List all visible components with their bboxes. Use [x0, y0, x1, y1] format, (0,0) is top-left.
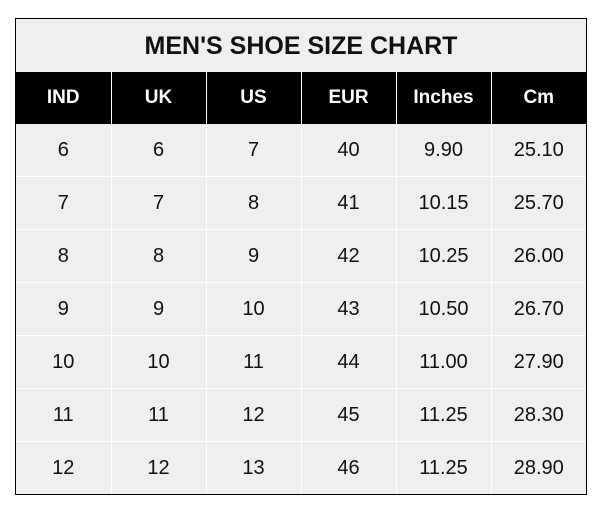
cell-cm: 25.10 — [490, 124, 586, 177]
cell-us: 10 — [205, 282, 301, 336]
cell-inches: 9.90 — [395, 124, 491, 177]
cell-ind: 10 — [16, 335, 111, 389]
cell-uk: 9 — [110, 282, 206, 336]
cell-uk: 10 — [110, 335, 206, 389]
cell-us: 11 — [205, 335, 301, 389]
cell-eur: 40 — [300, 124, 396, 177]
cell-inches: 11.00 — [395, 335, 491, 389]
cell-inches: 10.15 — [395, 176, 491, 230]
cell-eur: 41 — [300, 176, 396, 230]
column-header-cm: Cm — [490, 72, 586, 124]
cell-eur: 45 — [300, 388, 396, 442]
cell-uk: 6 — [110, 124, 206, 177]
cell-inches: 10.50 — [395, 282, 491, 336]
cell-us: 8 — [205, 176, 301, 230]
cell-cm: 27.90 — [490, 335, 586, 389]
table-row: 8 8 9 42 10.25 26.00 — [16, 229, 586, 283]
cell-eur: 43 — [300, 282, 396, 336]
cell-uk: 7 — [110, 176, 206, 230]
cell-ind: 9 — [16, 282, 111, 336]
cell-ind: 12 — [16, 441, 111, 494]
column-header-inches: Inches — [395, 72, 491, 124]
column-header-ind: IND — [16, 72, 111, 124]
table-row: 10 10 11 44 11.00 27.90 — [16, 335, 586, 389]
header-row: IND UK US EUR Inches Cm — [16, 72, 586, 124]
size-table: IND UK US EUR Inches Cm 6 6 7 40 9.90 25.10 7 7 8 41 10… — [16, 72, 586, 494]
cell-uk: 8 — [110, 229, 206, 283]
cell-ind: 6 — [57, 138, 69, 161]
column-header-uk: UK — [110, 72, 206, 124]
cell-us: 13 — [205, 441, 301, 494]
cell-ind: 8 — [16, 229, 111, 283]
cell-us: 12 — [205, 388, 301, 442]
cell-inches: 11.25 — [395, 388, 491, 442]
size-chart: MEN'S SHOE SIZE CHART IND UK US EUR Inches Cm… — [15, 18, 587, 495]
cell-us: 9 — [205, 229, 301, 283]
cell-inches: 10.25 — [395, 229, 491, 283]
table-row: 11 11 12 45 11.25 28.30 — [16, 388, 586, 442]
cell-ind: 11 — [16, 388, 111, 442]
cell-uk: 12 — [110, 441, 206, 494]
column-header-us: US — [205, 72, 301, 124]
cell-uk: 11 — [110, 388, 206, 442]
chart-title: MEN'S SHOE SIZE CHART — [16, 19, 586, 72]
column-header-eur: EUR — [300, 72, 396, 124]
cell-cm: 28.30 — [490, 388, 586, 442]
cell-eur: 44 — [300, 335, 396, 389]
cell-inches: 11.25 — [395, 441, 491, 494]
cell-cm: 25.70 — [490, 176, 586, 230]
table-row: 12 12 13 46 11.25 28.90 — [16, 441, 586, 494]
cell-cm: 26.00 — [490, 229, 586, 283]
cell-us: 7 — [205, 124, 301, 177]
cell-eur: 42 — [300, 229, 396, 283]
cell-cm: 28.90 — [490, 441, 586, 494]
table-row: 6 6 7 40 9.90 25.10 — [16, 124, 586, 177]
cell-ind: 7 — [16, 176, 111, 230]
table-row: 9 9 10 43 10.50 26.70 — [16, 282, 586, 336]
cell-eur: 46 — [300, 441, 396, 494]
cell-cm: 26.70 — [490, 282, 586, 336]
table-row: 7 7 8 41 10.15 25.70 — [16, 176, 586, 230]
